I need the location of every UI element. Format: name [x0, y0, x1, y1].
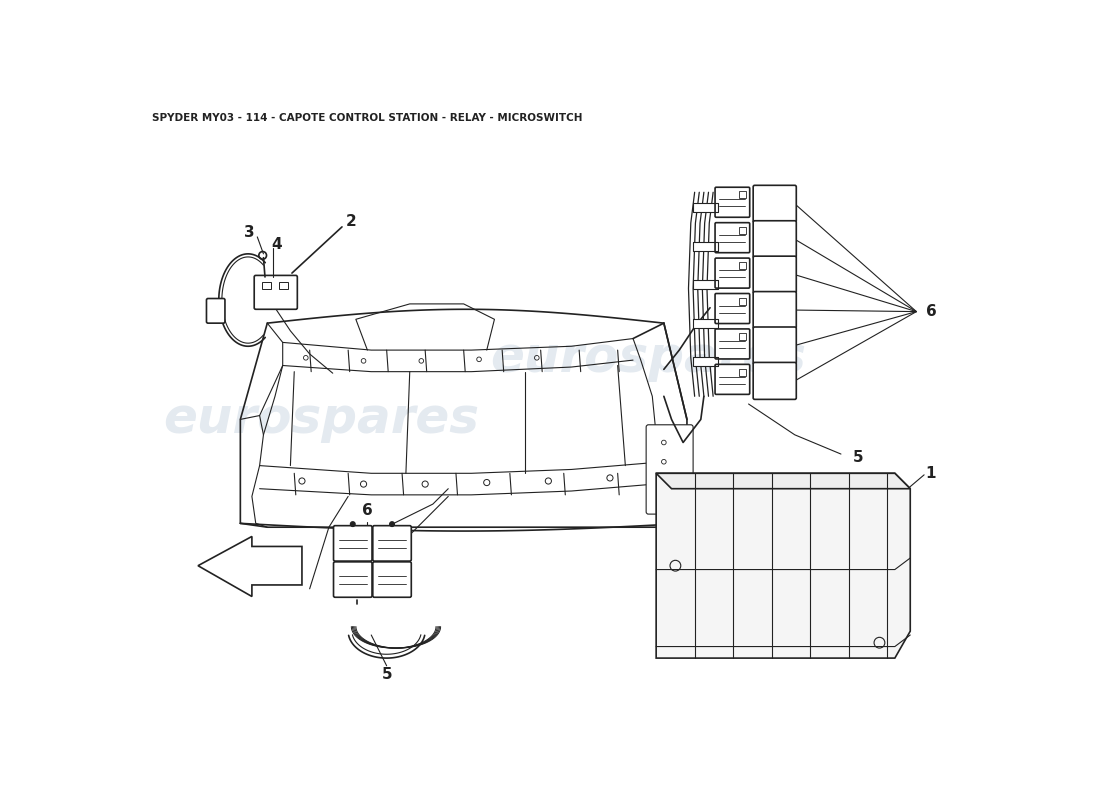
Polygon shape	[656, 474, 911, 489]
FancyBboxPatch shape	[739, 369, 746, 375]
FancyBboxPatch shape	[715, 187, 750, 218]
FancyBboxPatch shape	[754, 327, 796, 364]
Text: #b8c8d8: #b8c8d8	[326, 403, 331, 404]
FancyBboxPatch shape	[739, 333, 746, 340]
FancyBboxPatch shape	[715, 364, 750, 394]
FancyBboxPatch shape	[739, 191, 746, 198]
FancyBboxPatch shape	[715, 258, 750, 288]
Text: 4: 4	[271, 237, 282, 252]
FancyBboxPatch shape	[373, 526, 411, 561]
FancyBboxPatch shape	[279, 282, 288, 290]
FancyBboxPatch shape	[739, 262, 746, 270]
FancyBboxPatch shape	[693, 280, 717, 290]
FancyBboxPatch shape	[333, 526, 372, 561]
Text: 6: 6	[926, 304, 936, 319]
FancyBboxPatch shape	[715, 294, 750, 323]
Text: eurospares: eurospares	[163, 395, 480, 443]
Text: 5: 5	[382, 667, 392, 682]
FancyBboxPatch shape	[262, 282, 271, 290]
Polygon shape	[656, 474, 911, 658]
Text: 2: 2	[345, 214, 356, 229]
Text: SPYDER MY03 - 114 - CAPOTE CONTROL STATION - RELAY - MICROSWITCH: SPYDER MY03 - 114 - CAPOTE CONTROL STATI…	[152, 113, 582, 123]
Circle shape	[351, 522, 355, 526]
FancyBboxPatch shape	[693, 203, 717, 212]
FancyBboxPatch shape	[739, 298, 746, 305]
FancyBboxPatch shape	[754, 291, 796, 329]
FancyBboxPatch shape	[646, 425, 693, 514]
FancyBboxPatch shape	[693, 318, 717, 328]
Text: eurospares: eurospares	[491, 334, 806, 382]
FancyBboxPatch shape	[754, 186, 796, 222]
FancyBboxPatch shape	[693, 242, 717, 250]
FancyBboxPatch shape	[373, 562, 411, 598]
FancyBboxPatch shape	[754, 362, 796, 399]
FancyBboxPatch shape	[754, 256, 796, 293]
FancyBboxPatch shape	[693, 357, 717, 366]
Text: 1: 1	[926, 466, 936, 481]
FancyBboxPatch shape	[207, 298, 224, 323]
Circle shape	[389, 522, 394, 526]
FancyBboxPatch shape	[754, 221, 796, 258]
FancyBboxPatch shape	[333, 562, 372, 598]
Text: 6: 6	[362, 503, 373, 518]
FancyBboxPatch shape	[715, 222, 750, 253]
FancyBboxPatch shape	[715, 329, 750, 359]
FancyBboxPatch shape	[254, 275, 297, 310]
Text: 5: 5	[852, 450, 864, 466]
FancyBboxPatch shape	[739, 227, 746, 234]
Text: 3: 3	[243, 225, 254, 240]
